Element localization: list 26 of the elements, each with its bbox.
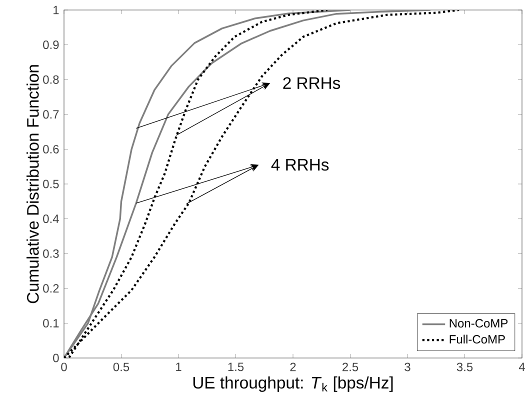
x-tick-label: 3.5 [456, 362, 473, 372]
y-tick-label: 0.2 [43, 284, 59, 293]
x-axis-title: UE throughput: T$_{k}$ [bps/Hz] [193, 376, 393, 392]
legend-label: Full-CoMP [450, 334, 505, 344]
x-tick-label: 2.5 [342, 362, 358, 372]
annotation: 4 RRHs [271, 159, 329, 171]
y-axis-title: Cumulative Distribution Function [26, 65, 39, 304]
y-tick-label: 0.7 [43, 110, 59, 119]
y-tick-label: 0 [53, 354, 59, 362]
x-tick-label: 3 [404, 362, 410, 372]
x-tick-label: 1.5 [228, 362, 244, 372]
x-tick-label: 0 [61, 362, 67, 372]
annotation: 2 RRHs [283, 77, 340, 89]
y-tick-label: 0.5 [43, 180, 59, 188]
y-tick-label: 0.3 [43, 249, 59, 258]
x-tick-label: 4 [518, 362, 525, 371]
y-tick-label: 0.1 [43, 318, 59, 328]
y-tick-label: 0.4 [43, 214, 59, 224]
legend-label: Non-CoMP [450, 319, 508, 328]
y-tick-label: 0.8 [43, 75, 59, 84]
y-tick-label: 1 [54, 6, 59, 14]
y-tick-label: 0.9 [43, 40, 59, 50]
x-tick-label: 1 [176, 362, 182, 371]
y-tick-label: 0.6 [43, 144, 59, 154]
x-tick-label: 2 [290, 362, 296, 372]
x-tick-label: 0.5 [113, 362, 130, 372]
